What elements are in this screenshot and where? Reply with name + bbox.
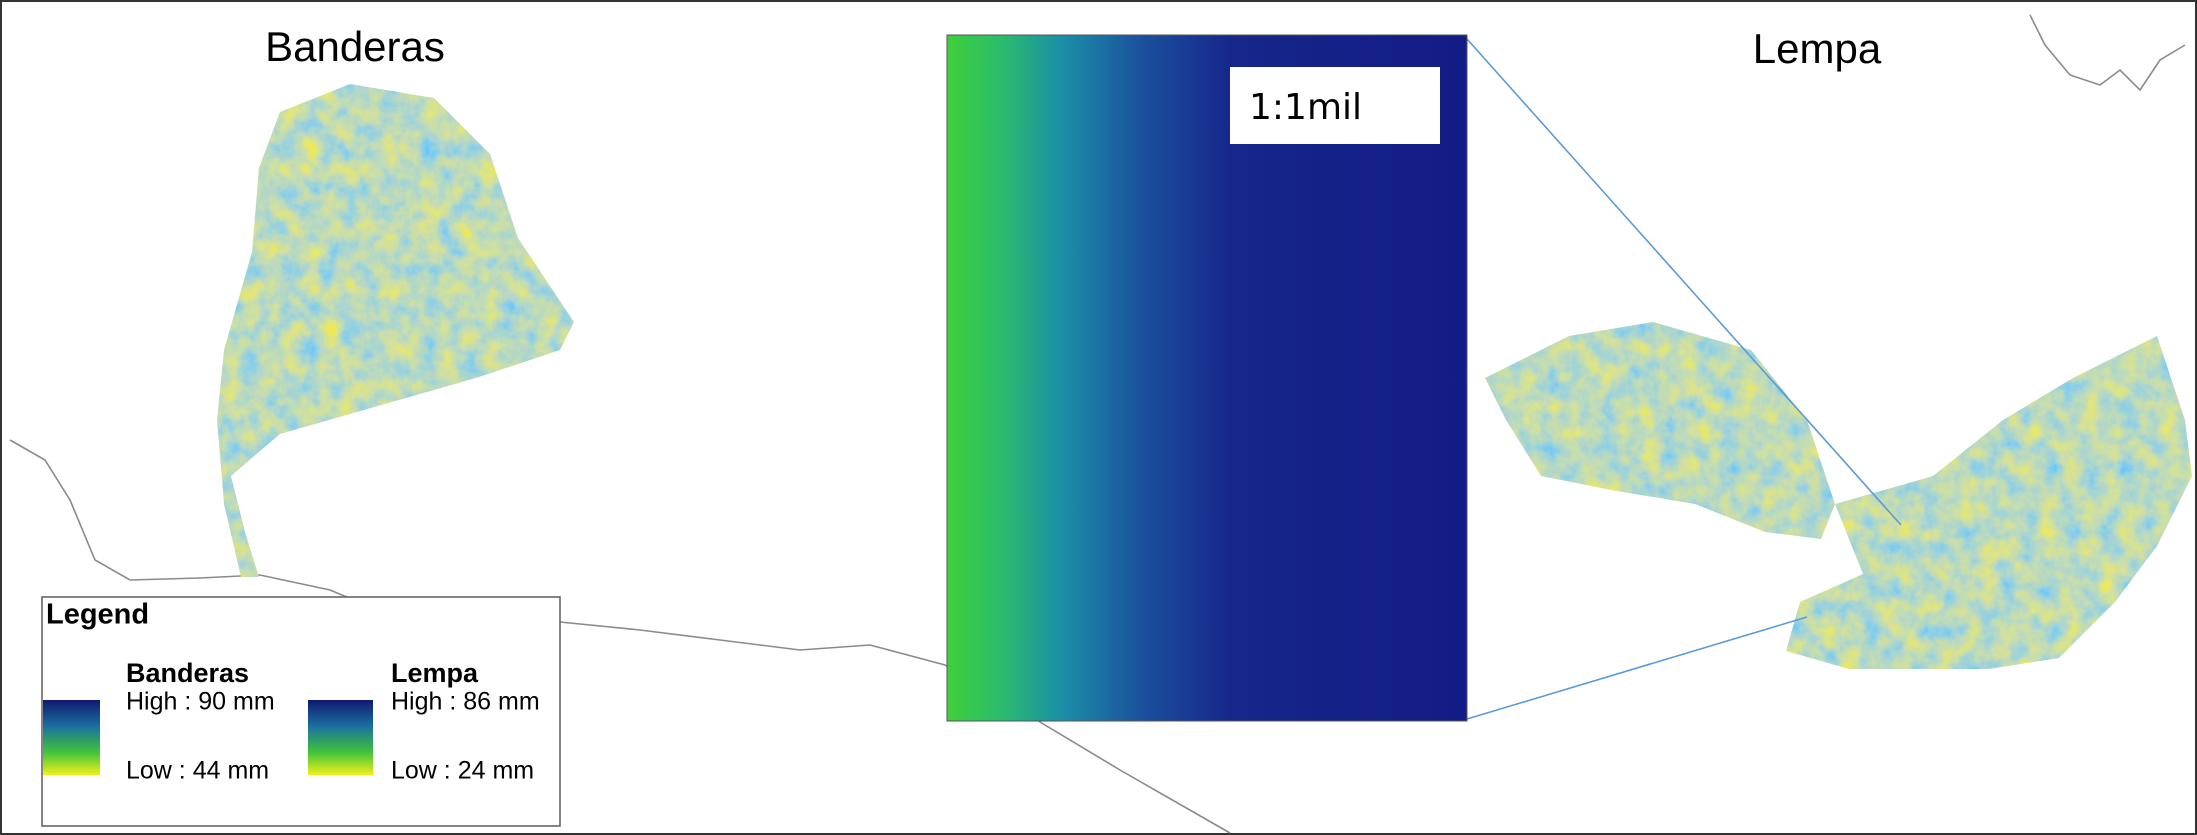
map-title: Banderas	[265, 23, 445, 70]
legend-ramp	[308, 700, 373, 775]
legend-ramp	[43, 700, 100, 775]
scale-label: 1:1mil	[1249, 87, 1362, 128]
page: {"maps": [{"title": "Banderas"}, {"title…	[0, 0, 2197, 835]
legend-low: Low : 24 mm	[391, 757, 534, 785]
map-figure: Banderas Lempa 1:1mil Legend Banderas Hi…	[0, 0, 2197, 835]
legend-title: Legend	[46, 599, 149, 631]
map-title: Lempa	[1753, 25, 1882, 72]
legend-high: High : 90 mm	[126, 688, 275, 716]
legend-high: High : 86 mm	[391, 688, 540, 716]
legend-name: Banderas	[126, 658, 249, 688]
legend-name: Lempa	[391, 658, 479, 688]
legend-low: Low : 44 mm	[126, 757, 269, 785]
